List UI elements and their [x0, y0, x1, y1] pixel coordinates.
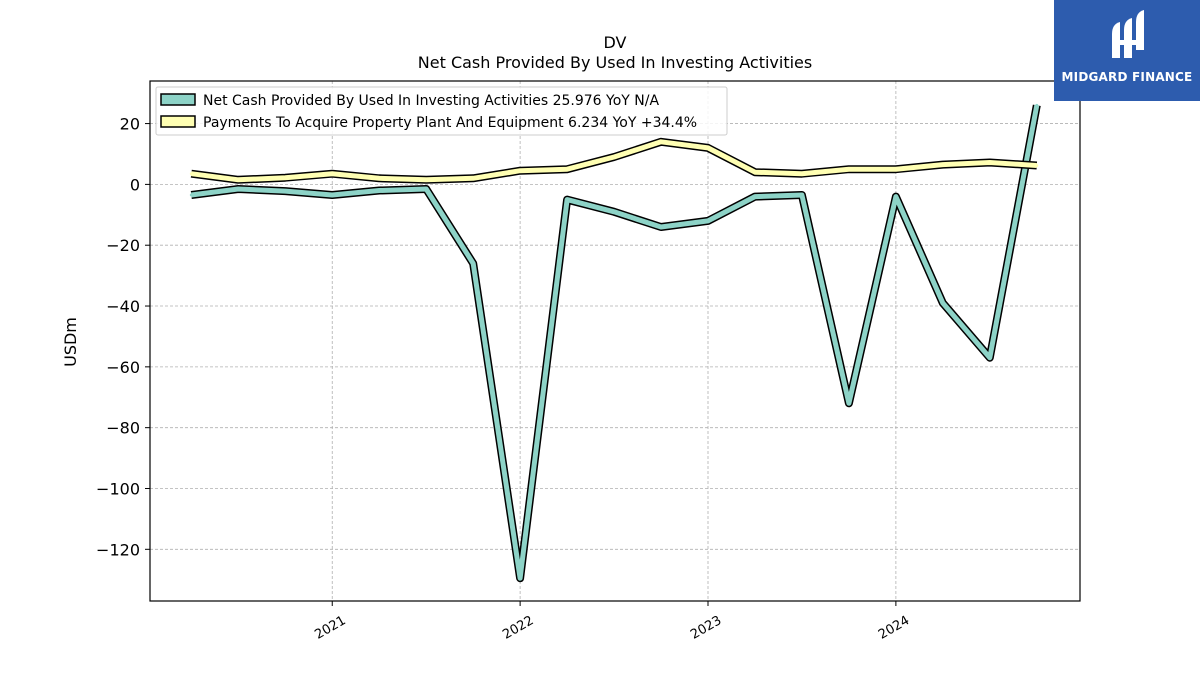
plot-frame	[149, 80, 1081, 602]
x-tick-label: 2021	[312, 613, 348, 643]
data-point	[706, 219, 710, 223]
data-point	[800, 172, 804, 176]
legend-label-net-cash: Net Cash Provided By Used In Investing A…	[203, 93, 659, 109]
series-lines	[189, 103, 1041, 583]
data-point	[565, 167, 569, 171]
data-point	[189, 193, 193, 197]
y-tick-label: 0	[130, 175, 140, 194]
data-point	[471, 176, 475, 180]
data-point	[659, 225, 663, 229]
y-tick-label: 20	[120, 115, 140, 134]
legend-label-capex: Payments To Acquire Property Plant And E…	[203, 115, 697, 131]
data-point	[1035, 103, 1039, 107]
legend: Net Cash Provided By Used In Investing A…	[155, 86, 728, 136]
data-point	[753, 195, 757, 199]
data-point	[847, 167, 851, 171]
y-tick-label: −120	[96, 540, 140, 559]
data-point	[424, 178, 428, 182]
y-axis-label: USDm	[61, 317, 80, 367]
x-tick-label: 2023	[688, 613, 724, 643]
data-point	[377, 188, 381, 192]
legend-swatch-net-cash	[160, 93, 196, 106]
data-point	[988, 160, 992, 164]
midgard-finance-logo: MIDGARD FINANCE	[1054, 0, 1200, 101]
data-point	[283, 189, 287, 193]
data-point	[236, 178, 240, 182]
y-tick-label: −40	[106, 297, 140, 316]
data-point	[894, 167, 898, 171]
legend-swatch-capex	[160, 115, 196, 128]
y-axis: 20 0 −20 −40 −60 −80 −100 −120	[96, 115, 150, 559]
data-point	[236, 187, 240, 191]
legend-box	[155, 86, 728, 136]
data-point	[612, 155, 616, 159]
x-tick-label: 2024	[876, 613, 912, 643]
data-point	[518, 576, 522, 580]
data-point	[659, 140, 663, 144]
data-point	[612, 210, 616, 214]
data-point	[988, 356, 992, 360]
data-point	[330, 193, 334, 197]
y-tick-label: −100	[96, 479, 140, 498]
data-point	[941, 301, 945, 305]
x-tick-label: 2022	[500, 613, 536, 643]
data-point	[330, 172, 334, 176]
logo-mark-icon	[1112, 10, 1144, 58]
data-point	[753, 170, 757, 174]
data-point	[941, 163, 945, 167]
y-tick-label: −60	[106, 358, 140, 377]
data-point	[424, 187, 428, 191]
data-point	[847, 401, 851, 405]
data-point	[894, 195, 898, 199]
y-tick-label: −20	[106, 236, 140, 255]
data-point	[800, 193, 804, 197]
data-point	[283, 176, 287, 180]
data-point	[377, 176, 381, 180]
data-point	[189, 172, 193, 176]
chart-subtitle: Net Cash Provided By Used In Investing A…	[418, 53, 812, 72]
chart-title: DV	[604, 33, 627, 52]
logo-text: MIDGARD FINANCE	[1061, 70, 1193, 84]
y-tick-label: −80	[106, 419, 140, 438]
data-point	[471, 261, 475, 265]
data-point	[518, 169, 522, 173]
x-axis: 2021 2022 2023 2024	[312, 601, 912, 643]
data-point	[1035, 164, 1039, 168]
data-point	[706, 146, 710, 150]
data-point	[565, 198, 569, 202]
